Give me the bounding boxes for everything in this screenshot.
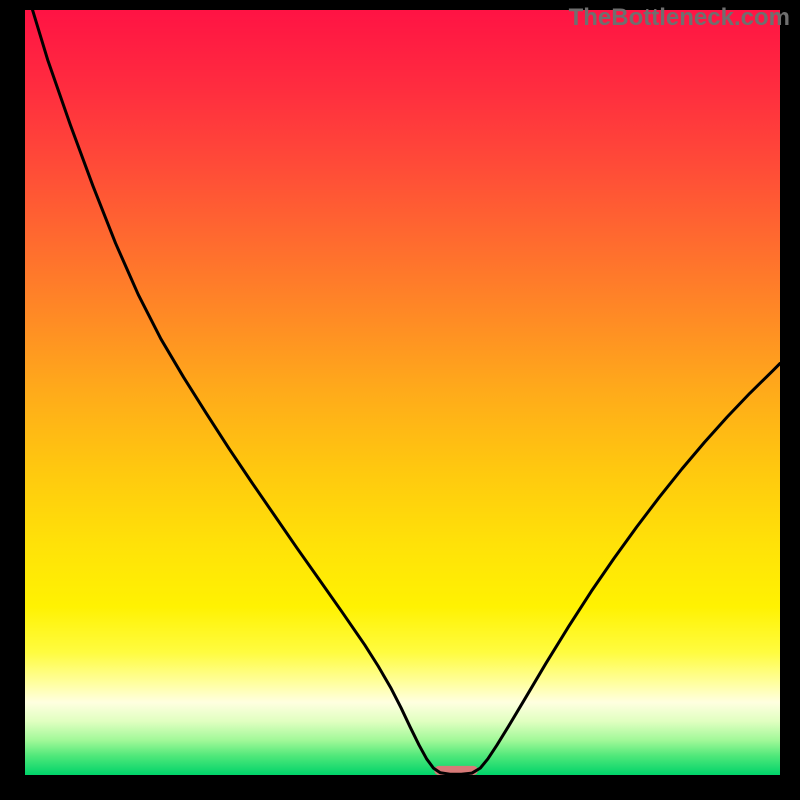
watermark-label: TheBottleneck.com <box>569 4 790 32</box>
bottleneck-chart <box>25 10 780 775</box>
gradient-background <box>25 10 780 775</box>
chart-frame: TheBottleneck.com <box>0 0 800 800</box>
